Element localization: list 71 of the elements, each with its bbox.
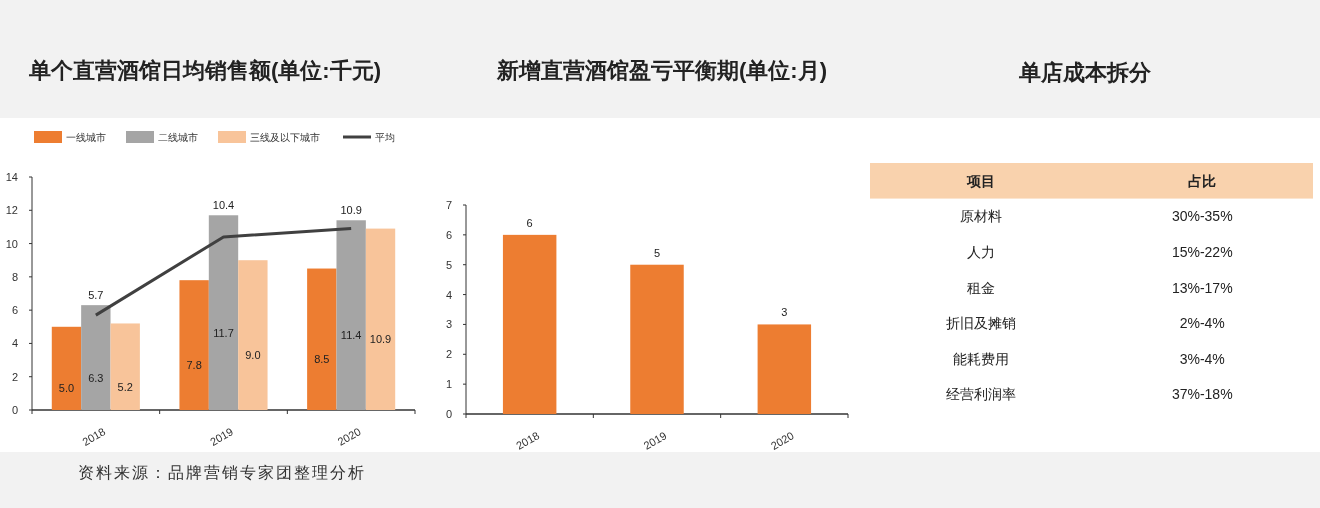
data-label: 5.2 <box>117 380 133 393</box>
text: 人力 <box>966 243 995 260</box>
text: 租金 <box>966 279 995 296</box>
data-label: 7.8 <box>186 359 202 372</box>
text: 经营利润率 <box>945 386 1016 403</box>
y-tick-label: 4 <box>11 337 18 350</box>
data-label: 10.4 <box>212 199 235 212</box>
x-tick-label: 2020 <box>335 425 363 448</box>
data-label: 10.9 <box>369 333 392 346</box>
chart-title: 单个直营酒馆日均销售额(单位:千元) <box>28 58 381 83</box>
y-tick-label: 14 <box>5 171 18 183</box>
y-tick-label: 8 <box>11 270 18 283</box>
legend-label: 平均 <box>375 132 395 143</box>
legend-label: 二线城市 <box>158 132 198 143</box>
bar <box>238 260 268 410</box>
data-label: 10.9 <box>340 204 362 217</box>
bar <box>757 324 812 414</box>
bar <box>307 268 337 410</box>
text: 折旧及摊销 <box>945 315 1016 332</box>
text: 项目 <box>965 172 995 189</box>
text: 3%-4% <box>1179 350 1225 367</box>
text: 能耗费用 <box>952 350 1009 367</box>
data-label: 6 <box>526 216 533 229</box>
data-label: 8.5 <box>314 353 330 366</box>
x-tick-label: 2019 <box>207 425 236 448</box>
data-label: 11.4 <box>340 329 362 342</box>
y-tick-label: 1 <box>445 378 452 391</box>
y-tick-label: 2 <box>11 370 18 383</box>
text: 占比 <box>1188 172 1217 189</box>
y-tick-label: 12 <box>5 204 18 217</box>
bar <box>179 280 209 410</box>
y-tick-label: 3 <box>445 318 452 331</box>
data-label: 9.0 <box>245 349 261 362</box>
y-tick-label: 4 <box>445 288 452 301</box>
y-tick-label: 6 <box>11 304 18 317</box>
data-label: 11.7 <box>213 326 234 339</box>
text: 资料来源：品牌营销专家团整理分析 <box>78 464 366 481</box>
data-label: 3 <box>781 306 788 319</box>
data-label: 5.0 <box>58 382 75 395</box>
x-tick-label: 2019 <box>641 429 669 452</box>
bar <box>630 264 684 414</box>
y-tick-label: 0 <box>445 408 452 420</box>
bar <box>365 228 396 410</box>
y-tick-label: 6 <box>445 228 452 241</box>
data-label: 5.7 <box>88 289 104 302</box>
text: 原材料 <box>959 208 1002 225</box>
y-tick-label: 10 <box>5 237 18 250</box>
data-label: 6.3 <box>88 371 104 384</box>
x-tick-label: 2020 <box>768 429 796 452</box>
text: 13%-17% <box>1171 279 1233 296</box>
text: 30%-35% <box>1171 208 1233 225</box>
bar <box>336 220 366 410</box>
x-tick-label: 2018 <box>80 425 108 448</box>
chart-title: 新增直营酒馆盈亏平衡期(单位:月) <box>496 58 827 83</box>
text: 单店成本拆分 <box>1018 60 1152 85</box>
bar <box>81 305 111 410</box>
x-tick-label: 2018 <box>514 429 542 452</box>
y-tick-label: 0 <box>11 404 18 416</box>
bar <box>110 323 140 410</box>
legend-label: 一线城市 <box>66 132 106 143</box>
legend-label: 三线及以下城市 <box>250 132 320 143</box>
y-tick-label: 7 <box>445 199 452 211</box>
text: 2%-4% <box>1179 315 1225 332</box>
y-tick-label: 5 <box>445 258 452 271</box>
y-tick-label: 2 <box>445 348 452 361</box>
text: 15%-22% <box>1171 243 1233 260</box>
bar <box>208 215 239 410</box>
text: 37%-18% <box>1171 386 1233 403</box>
bar <box>502 234 557 414</box>
bar <box>51 326 82 410</box>
data-label: 5 <box>653 246 661 259</box>
